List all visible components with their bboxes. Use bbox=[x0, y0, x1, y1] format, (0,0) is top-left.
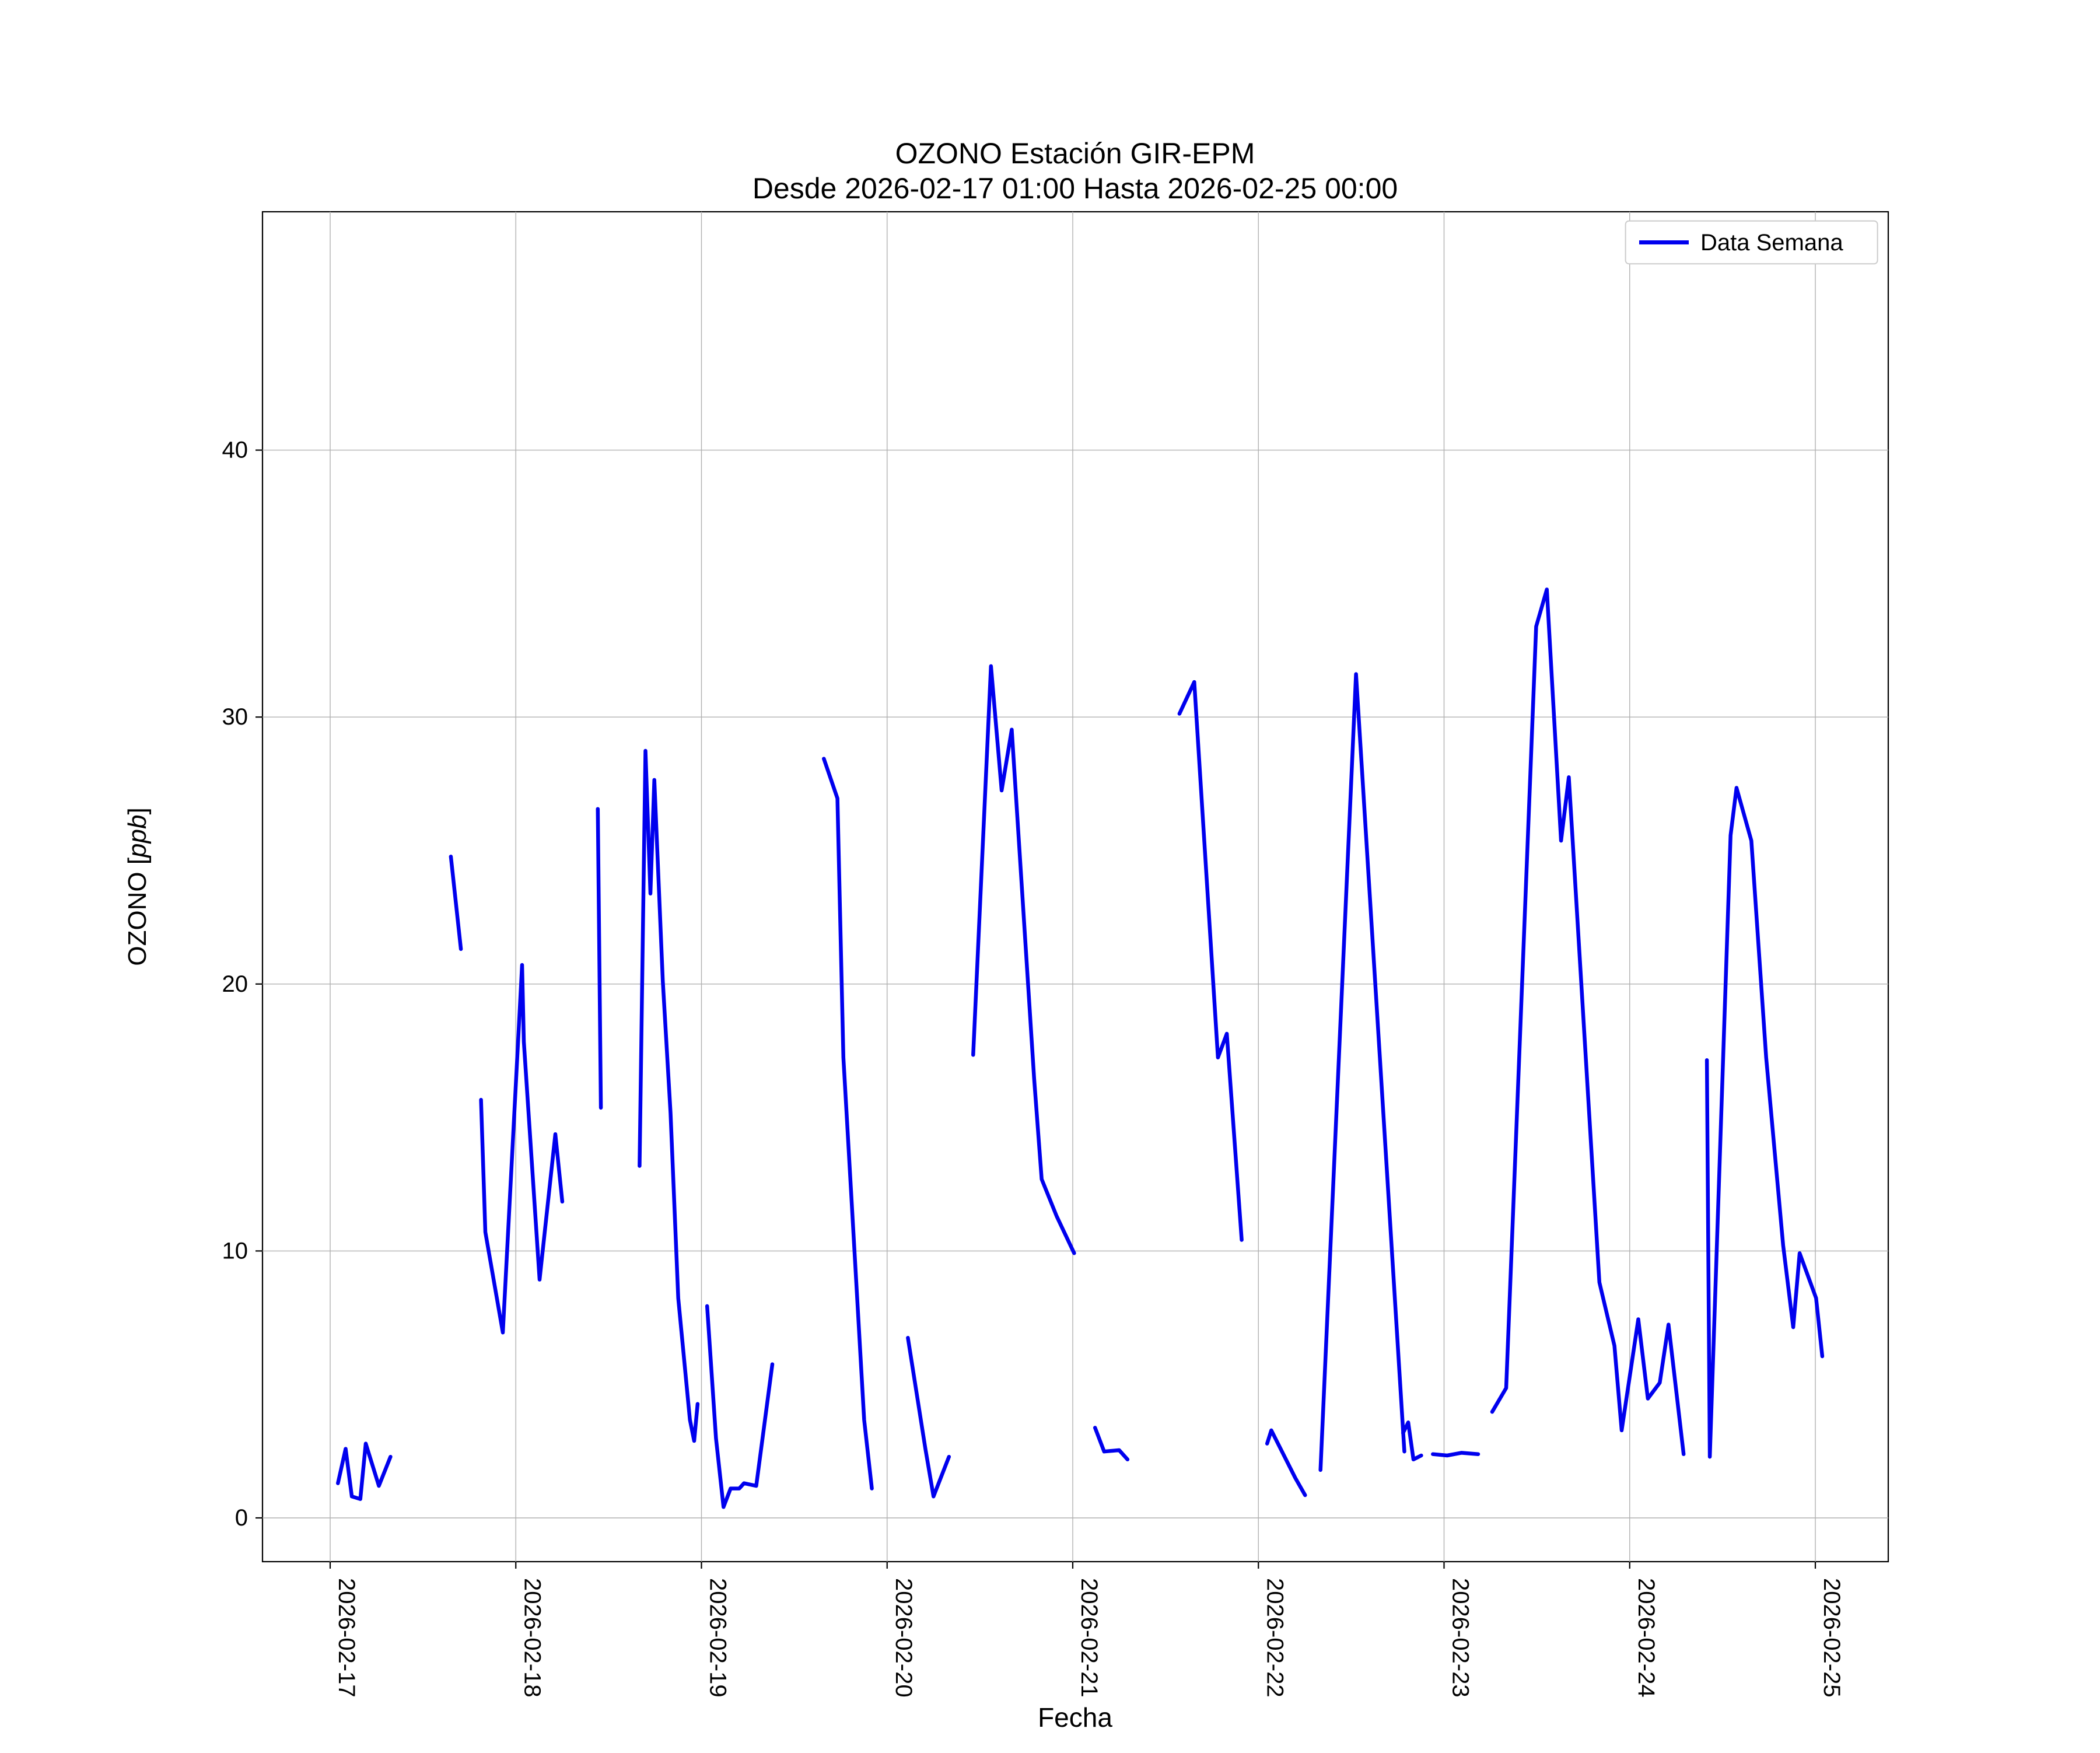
svg-text:2026-02-19: 2026-02-19 bbox=[705, 1578, 731, 1698]
svg-text:10: 10 bbox=[222, 1238, 249, 1264]
svg-text:2026-02-25: 2026-02-25 bbox=[1819, 1578, 1845, 1698]
svg-text:OZONO Estación GIR-EPM: OZONO Estación GIR-EPM bbox=[895, 137, 1255, 170]
svg-text:2026-02-22: 2026-02-22 bbox=[1262, 1578, 1287, 1698]
svg-text:2026-02-17: 2026-02-17 bbox=[334, 1578, 359, 1698]
svg-text:2026-02-18: 2026-02-18 bbox=[519, 1578, 545, 1698]
svg-text:OZONO [ppb]: OZONO [ppb] bbox=[123, 807, 152, 965]
svg-text:20: 20 bbox=[222, 971, 249, 997]
svg-text:40: 40 bbox=[222, 438, 249, 463]
svg-text:30: 30 bbox=[222, 704, 249, 730]
svg-text:2026-02-24: 2026-02-24 bbox=[1633, 1578, 1659, 1698]
svg-text:2026-02-20: 2026-02-20 bbox=[891, 1578, 916, 1698]
svg-text:Fecha: Fecha bbox=[1038, 1702, 1112, 1733]
svg-text:Desde 2026-02-17 01:00 Hasta 2: Desde 2026-02-17 01:00 Hasta 2026-02-25 … bbox=[752, 172, 1398, 205]
svg-text:2026-02-23: 2026-02-23 bbox=[1448, 1578, 1474, 1698]
svg-text:Data Semana: Data Semana bbox=[1700, 230, 1843, 256]
svg-text:0: 0 bbox=[235, 1505, 248, 1531]
svg-text:2026-02-21: 2026-02-21 bbox=[1076, 1578, 1102, 1698]
